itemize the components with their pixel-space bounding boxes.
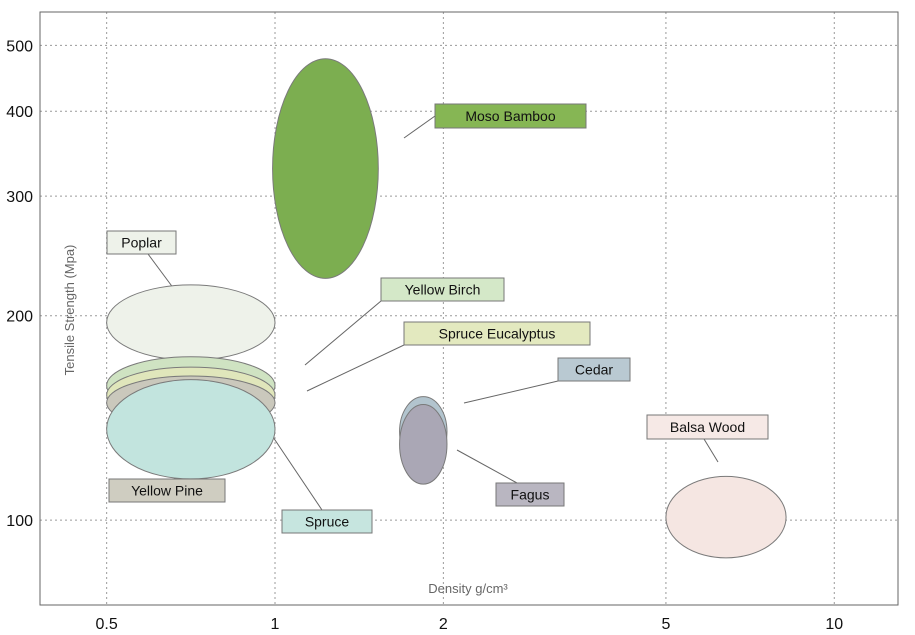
y-tick-label: 100 [6, 513, 33, 530]
y-tick-label: 300 [6, 189, 33, 206]
spruce-eucalyptus-label-text: Spruce Eucalyptus [439, 326, 556, 342]
fagus-leader-line [456, 449, 518, 484]
moso-bamboo-label-text: Moso Bamboo [465, 108, 555, 124]
x-axis-title: Density g/cm³ [428, 581, 508, 596]
fagus-label: Fagus [495, 482, 565, 507]
material-regions [106, 58, 787, 559]
yellow-pine-label-text: Yellow Pine [131, 483, 203, 499]
fagus-label-text: Fagus [511, 487, 550, 503]
moso-bamboo-leader-line [403, 115, 436, 139]
spruce-region [106, 379, 276, 480]
x-tick-label: 1 [271, 616, 280, 633]
material-labels: Moso Bamboo Poplar Yellow Birch Spruce Euca… [106, 103, 769, 534]
yellow-pine-label-box [108, 478, 226, 503]
cedar-label-text: Cedar [575, 362, 613, 378]
spruce-eucalyptus-leader-line [306, 344, 405, 392]
poplar-label: Poplar [106, 230, 177, 255]
x-tick-label: 0.5 [96, 616, 118, 633]
balsa-wood-leader-line [703, 438, 719, 463]
y-tick-label: 500 [6, 38, 33, 55]
fagus-label-box [495, 482, 565, 507]
tick-labels: 0.5 1 2 5 10 100 200 300 400 500 [6, 38, 843, 633]
x-tick-label: 10 [825, 616, 843, 633]
spruce-label-box [281, 509, 373, 534]
moso-bamboo-label: Moso Bamboo [434, 103, 587, 129]
balsa-wood-label: Balsa Wood [646, 414, 769, 440]
moso-bamboo-label-box [434, 103, 587, 129]
fagus-region [399, 404, 448, 485]
poplar-leader-line [147, 253, 175, 290]
yellow-birch-label-text: Yellow Birch [405, 282, 481, 298]
spruce-eucalyptus-label: Spruce Eucalyptus [403, 321, 591, 346]
spruce-label: Spruce [281, 509, 373, 534]
y-tick-label: 400 [6, 104, 33, 121]
balsa-wood-label-box [646, 414, 769, 440]
spruce-label-text: Spruce [305, 514, 350, 530]
cedar-leader-line [463, 380, 559, 404]
spruce-eucalyptus-label-box [403, 321, 591, 346]
poplar-label-text: Poplar [121, 235, 162, 251]
poplar-label-box [106, 230, 177, 255]
yellow-pine-label: Yellow Pine [108, 478, 226, 503]
moso-bamboo-region [272, 58, 379, 279]
y-tick-label: 200 [6, 309, 33, 326]
poplar-region [106, 284, 276, 361]
cedar-label-box [557, 357, 631, 382]
spruce-leader-line [272, 436, 323, 511]
x-tick-label: 2 [439, 616, 448, 633]
yellow-birch-label-box [380, 277, 505, 302]
plot-frame [39, 11, 899, 606]
yellow-birch-label: Yellow Birch [380, 277, 505, 302]
balsa-wood-label-text: Balsa Wood [670, 419, 745, 435]
balsa-wood-region [665, 475, 787, 559]
cedar-label: Cedar [557, 357, 631, 382]
yellow-birch-leader-line [304, 300, 382, 366]
y-axis-title: Tensile Strength (Mpa) [62, 245, 77, 376]
x-tick-label: 5 [661, 616, 670, 633]
